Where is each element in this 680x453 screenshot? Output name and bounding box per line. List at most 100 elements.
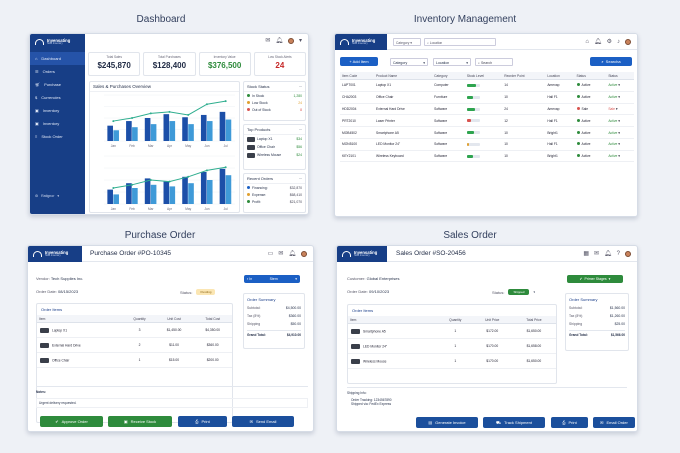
approve-order-button[interactable]: ✔ Approve Order [40,416,103,427]
check-icon: ✔ [55,419,59,424]
more-icon[interactable]: ⋯ [298,84,302,88]
avatar[interactable] [625,38,631,45]
chevron-down-icon[interactable]: ▾ [617,118,620,123]
column-header[interactable]: Location [545,72,575,80]
status-action-button[interactable]: ▪ In Stem ▾ [244,275,300,283]
column-header[interactable]: Quantity [437,316,473,324]
column-header[interactable]: Item Code [340,72,375,80]
table-row[interactable]: HDD2004 External Hard Drive Software 24 Amex… [340,103,634,116]
sidebar-item-inventory[interactable]: ▣ Inventory [30,104,85,117]
more-icon[interactable]: ⋯ [298,176,302,180]
summary-label: Shipping [247,322,261,326]
help-icon[interactable]: ? [616,250,620,257]
table-row[interactable]: KEY2101 Wireless Keyboard Software 10 Bright… [340,150,634,163]
location: Bright1 [545,126,575,139]
item-name: External Hard Drive [52,342,81,347]
list-item-value: 24 [298,100,302,105]
table-row[interactable]: Office Chair 1 $15.00 $200.00 [37,352,232,368]
chart-bar [113,130,119,141]
column-header[interactable]: Reorder Point [502,72,546,80]
avatar[interactable] [301,250,307,257]
column-header[interactable]: Item [348,316,438,324]
table-row[interactable]: External Hard Drive 2 $11.00 $360.00 [37,337,232,353]
stock-level [464,114,503,128]
category-dropdown[interactable]: Category ▾ [393,38,421,46]
column-header[interactable]: Category [432,72,465,80]
sidebar-item-orders[interactable]: ☰ Orders [30,65,85,78]
sidebar-item-purchase[interactable]: 🛒︎ Purchase [30,78,85,91]
table-row[interactable]: LAPT001 Laptop X1 Computer 14 Amexap Active Ac… [340,79,634,92]
avatar[interactable] [625,250,631,257]
table-row[interactable]: LED Monitor 24" 1 $170.00 $1,658.00 [348,338,556,354]
print-button[interactable]: ⎙ Print [551,417,588,428]
generate-invoice-button[interactable]: ▤ Generate Invoice [416,417,478,428]
table-row[interactable]: CHA2003 Office Chair Furniture 10 Hall F1 Act… [340,91,634,104]
print-button[interactable]: ⎙ Print [178,416,227,427]
column-header[interactable]: Item [37,315,125,323]
home-icon[interactable]: ⌂ [585,38,589,45]
table-row[interactable]: MOB4502 Smartphone A5 Software 10 Bright1 Act… [340,126,634,139]
location-filter[interactable]: Location ▾ [433,58,471,66]
column-header[interactable]: Unit Cost [154,315,194,323]
total-price: $360.00 [193,337,232,353]
mail-icon[interactable]: ✉ [594,251,600,257]
sidebar-item-stock-order[interactable]: ≡ Stock Order [30,130,85,143]
purchase-panel: Invensating SMB Inventory Purchase Order … [27,245,314,432]
chevron-down-icon[interactable]: ▾ [617,130,620,135]
stock-level-bar [466,95,480,99]
status-indicator: Active [574,138,607,151]
column-header[interactable]: Status [606,72,634,80]
table-row[interactable]: MON5100 LED Monitor 24" Software 10 Hall F1 A… [340,138,634,151]
column-header[interactable]: Unit Price [472,316,512,324]
avatar[interactable] [287,37,294,44]
email-order-button[interactable]: ✉ Email Order [593,417,635,428]
notification-icon[interactable]: 🔔︎ [593,39,602,45]
chevron-down-icon[interactable]: ▾ [298,38,302,44]
sidebar-footer[interactable]: ⚙ Ratignor ▾ [35,194,60,198]
notification-icon[interactable]: 🔔︎ [288,251,296,257]
list-item-value: $34 [296,137,302,141]
chevron-down-icon[interactable]: ▾ [617,83,620,88]
chevron-down-icon[interactable]: ▾ [617,154,620,159]
list-item-value: $56 [296,145,302,149]
notification-icon[interactable]: 🔔︎ [604,251,612,257]
add-item-button[interactable]: + Add Item [340,57,378,66]
chevron-down-icon[interactable]: ▾ [617,142,620,147]
table-row[interactable]: Wireless Mouse 1 $170.00 $1,650.00 [348,353,556,369]
sidebar-item-label: Stock Order [41,134,63,139]
product-thumbnail-icon [351,343,360,349]
column-header[interactable]: Product Name [374,72,433,80]
location-search[interactable]: ⌕ Location [424,38,496,46]
column-header[interactable]: Total Cost [193,315,232,323]
search-button[interactable]: ⌕ Searcha [590,57,632,66]
settings-icon[interactable]: ⚙ [606,39,612,45]
send-email-button[interactable]: ✉ Send Email [232,416,294,427]
mail-icon[interactable]: ✉ [265,38,271,44]
category-filter[interactable]: Category ▾ [390,58,428,66]
table-row[interactable]: PRT2010 Laser Printer Software 12 Hall F1 Act… [340,114,634,128]
status-dot-icon [576,106,580,110]
chart-bar [126,183,132,204]
chevron-down-icon[interactable]: ▾ [617,95,620,100]
search-field[interactable]: ⌕ Search [475,58,513,66]
primer-stages-button[interactable]: ✔ Primer Stages ▾ [567,275,623,283]
receive-stock-button[interactable]: ▣ Receive Stock [108,416,172,427]
track-shipment-button[interactable]: ⛟ Track Shipment [483,417,545,428]
more-icon[interactable]: ⋯ [298,127,302,131]
sidebar-item-dashboard[interactable]: ⌂ Dashboard [30,52,85,65]
list-item-label: Out of Stock [252,107,271,112]
column-header[interactable]: Stock Level [464,72,503,80]
sidebar-item-currencies[interactable]: $ Currencies [30,91,85,104]
notification-icon[interactable]: 🔔︎ [275,38,283,44]
column-header[interactable]: Total Price [511,316,556,324]
table-row[interactable]: Smartphone A5 1 $172.00 $1,650.00 [348,323,556,339]
mail-icon[interactable]: ✉ [278,251,284,257]
notification-bell-icon[interactable]: ♪ [617,38,620,45]
chevron-down-icon[interactable]: ▾ [614,106,618,111]
grid-icon[interactable]: ▦ [583,251,589,257]
monitor-icon[interactable]: ▭ [267,251,274,257]
table-row[interactable]: Laptop X1 3 $1,450.00 $4,350.00 [37,322,232,338]
column-header[interactable]: Status [574,72,607,80]
column-header[interactable]: Quantity [124,315,155,323]
sidebar-item-inventory[interactable]: ▣ Inventory [30,117,85,130]
